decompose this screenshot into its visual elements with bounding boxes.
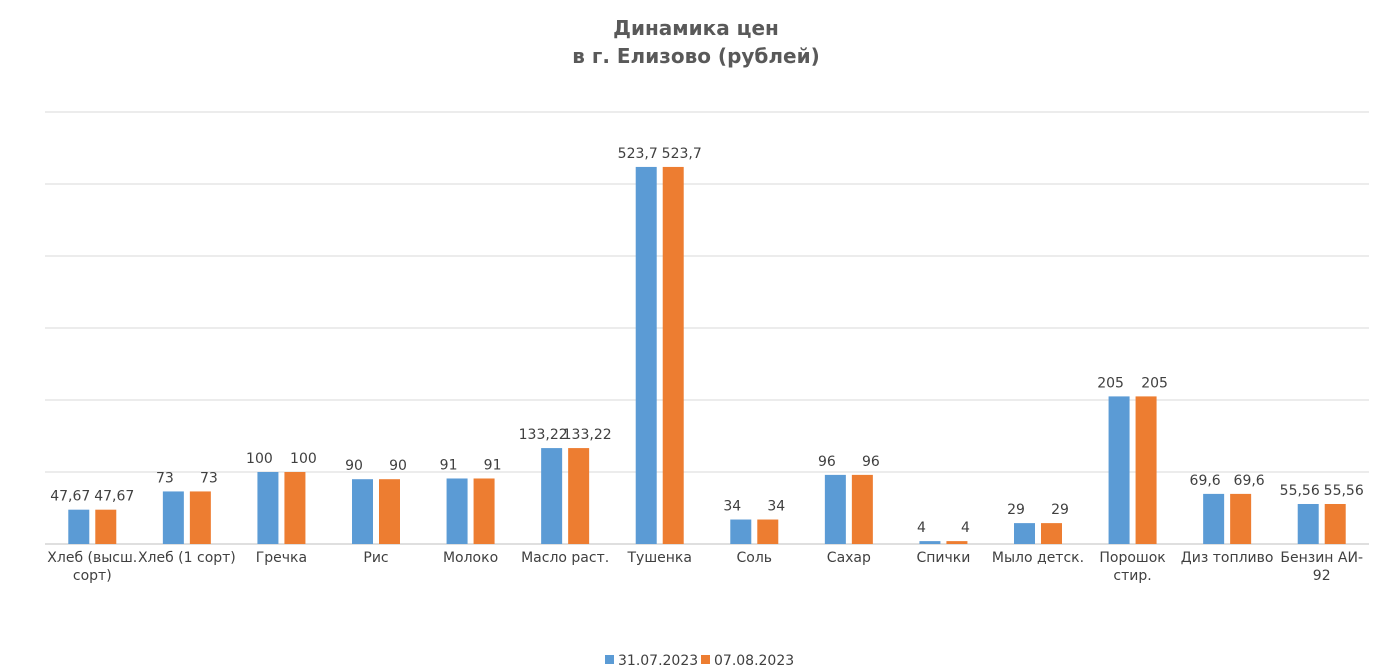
category-label: Тушенка xyxy=(626,550,691,566)
data-label-series-1: 69,6 xyxy=(1190,473,1221,489)
data-label-series-2: 4 xyxy=(961,520,970,536)
bar-series-2 xyxy=(1324,503,1346,544)
data-label-series-2: 69,6 xyxy=(1234,473,1265,489)
category-label: стир. xyxy=(1113,568,1151,584)
data-label-series-1: 205 xyxy=(1097,375,1124,391)
bar-series-1 xyxy=(541,448,563,544)
bar-series-2 xyxy=(851,474,873,544)
bar-series-2 xyxy=(473,478,495,544)
bar-series-1 xyxy=(1203,493,1225,544)
data-label-series-2: 96 xyxy=(862,454,880,470)
legend-swatch-series-2 xyxy=(701,655,710,664)
data-label-series-1: 90 xyxy=(345,458,363,474)
data-label-series-1: 133,22 xyxy=(519,427,568,443)
data-label-series-1: 47,67 xyxy=(50,489,90,505)
data-label-series-1: 29 xyxy=(1007,502,1025,518)
bar-series-2 xyxy=(379,479,400,544)
bar-series-2 xyxy=(1230,493,1252,544)
category-label: Рис xyxy=(363,550,388,566)
legend-label-series-2: 07.08.2023 xyxy=(714,653,794,669)
bar-series-2 xyxy=(946,541,968,544)
category-labels: Хлеб (высш. сорт) Хлеб (1 сорт) Гречка Рис Мо… xyxy=(47,550,1363,584)
data-label-series-2: 73 xyxy=(200,470,218,486)
bar-series-2 xyxy=(189,491,211,544)
category-label: Соль xyxy=(737,550,773,566)
chart-title-line1: Динамика цен xyxy=(613,16,779,40)
data-labels: 47,67 47,67 73 73 100 100 90 90 91 91 133,22133,22… xyxy=(50,146,1364,536)
data-label-series-1: 91 xyxy=(440,457,458,473)
category-label: Порошок xyxy=(1099,550,1165,566)
data-label-series-2: 523,7 xyxy=(662,146,702,162)
legend-swatch-series-1 xyxy=(605,655,614,664)
bar-series-2 xyxy=(1135,396,1157,544)
data-label-series-1: 100 xyxy=(246,451,273,467)
category-label: Хлеб (1 сорт) xyxy=(138,550,236,566)
category-label: Масло раст. xyxy=(521,550,609,566)
category-label: Хлеб (высш. xyxy=(47,550,137,566)
bar-series-1 xyxy=(1297,503,1319,544)
data-label-series-2: 34 xyxy=(767,499,785,515)
data-label-series-1: 523,7 xyxy=(618,146,658,162)
data-label-series-2: 91 xyxy=(484,457,502,473)
bar-series-1 xyxy=(730,519,752,544)
category-label: Гречка xyxy=(256,550,307,566)
bar-series-1 xyxy=(162,491,184,544)
category-label: Мыло детск. xyxy=(992,550,1084,566)
data-label-series-1: 96 xyxy=(818,454,836,470)
data-label-series-1: 4 xyxy=(917,520,926,536)
bar-series-2 xyxy=(1041,523,1062,544)
category-label: Спички xyxy=(916,550,970,566)
bar-series-1 xyxy=(446,478,468,544)
legend-label-series-1: 31.07.2023 xyxy=(618,653,698,669)
bar-series-1 xyxy=(352,479,373,544)
bar-series-2 xyxy=(757,519,779,544)
data-label-series-1: 55,56 xyxy=(1280,483,1320,499)
bar-series-1 xyxy=(824,474,846,544)
data-label-series-2: 29 xyxy=(1051,502,1069,518)
bars xyxy=(68,166,1346,544)
data-label-series-1: 34 xyxy=(723,499,741,515)
bar-series-2 xyxy=(284,472,306,544)
bar-series-2 xyxy=(568,448,590,544)
legend: 31.07.2023 07.08.2023 xyxy=(605,653,794,669)
gridlines xyxy=(45,111,1369,545)
category-label: Диз топливо xyxy=(1181,550,1274,566)
data-label-series-2: 133,22 xyxy=(563,427,612,443)
category-label: 92 xyxy=(1313,568,1331,584)
bar-series-1 xyxy=(635,166,657,544)
bar-series-1 xyxy=(1108,396,1130,544)
chart-title-line2: в г. Елизово (рублей) xyxy=(572,44,820,68)
bar-series-1 xyxy=(68,509,90,544)
bar-series-1 xyxy=(919,541,941,544)
category-label: сорт) xyxy=(73,568,112,584)
data-label-series-2: 100 xyxy=(290,451,317,467)
data-label-series-2: 47,67 xyxy=(94,489,134,505)
bar-series-1 xyxy=(1014,523,1035,544)
data-label-series-2: 90 xyxy=(389,458,407,474)
data-label-series-2: 205 xyxy=(1141,375,1168,391)
category-label: Молоко xyxy=(443,550,498,566)
data-label-series-2: 55,56 xyxy=(1324,483,1364,499)
bar-series-2 xyxy=(662,166,684,544)
bar-series-1 xyxy=(257,472,279,544)
category-label: Бензин АИ- xyxy=(1280,550,1363,566)
data-label-series-1: 73 xyxy=(156,470,174,486)
bar-series-2 xyxy=(95,509,117,544)
category-label: Сахар xyxy=(827,550,871,566)
